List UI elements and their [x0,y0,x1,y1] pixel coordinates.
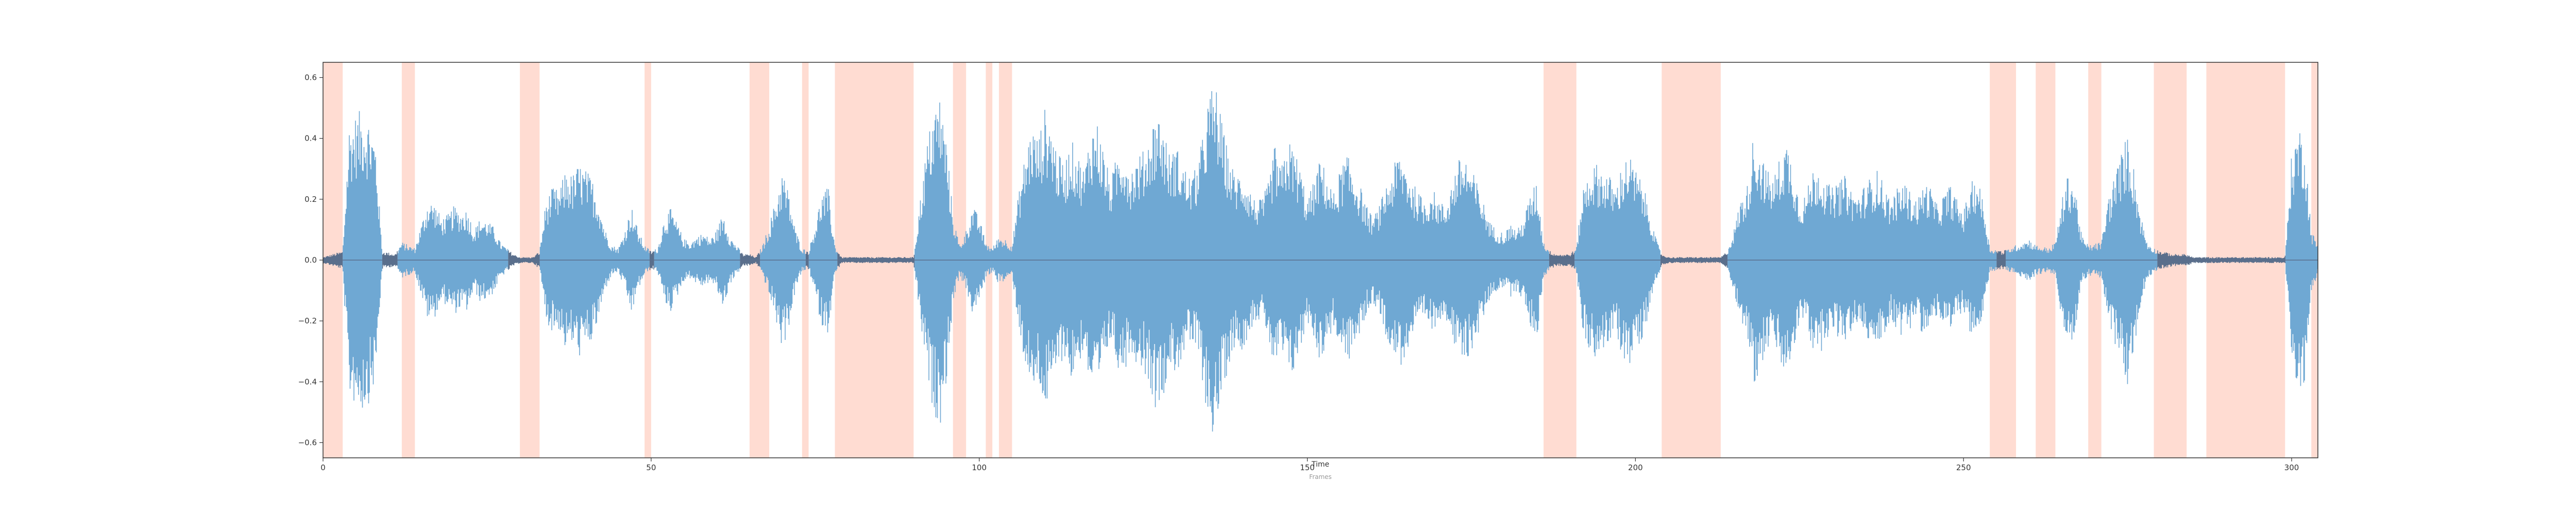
x-tick-label: 50 [646,463,656,472]
x-axis-secondary-label: Frames [1309,473,1332,480]
x-axis-label: Time [1311,460,1329,469]
y-axis-ticks: 0.6 0.4 0.2 0.0 −0.2 −0.4 −0.6 [298,73,323,447]
x-tick-label: 150 [1300,463,1315,472]
y-tick-label: −0.6 [298,438,317,447]
x-tick-label: 0 [320,463,326,472]
x-axis-ticks: 0 50 100 150 200 250 300 [320,458,2299,472]
waveform-layer [323,91,2318,432]
x-tick-label: 100 [972,463,987,472]
y-tick-label: −0.4 [298,377,317,386]
y-tick-label: 0.4 [304,134,317,143]
x-tick-label: 300 [2284,463,2299,472]
y-tick-label: 0.6 [304,73,317,82]
y-tick-label: 0.0 [304,255,317,265]
x-tick-label: 200 [1628,463,1643,472]
y-tick-label: 0.2 [304,195,317,204]
y-tick-label: −0.2 [298,316,317,325]
waveform-signal [343,91,2318,432]
x-tick-label: 250 [1956,463,1971,472]
